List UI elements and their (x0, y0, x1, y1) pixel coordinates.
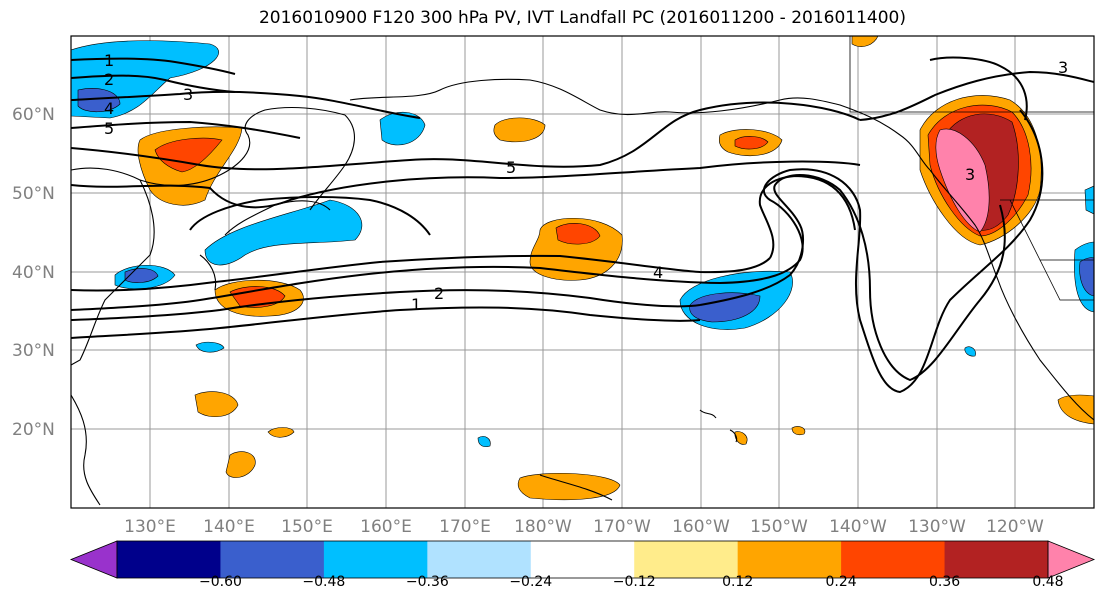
contour-label: 2 (104, 70, 114, 89)
positive-anomaly-shading (137, 36, 1094, 501)
contour-label: 4 (653, 263, 663, 282)
contour-label: 1 (411, 295, 421, 314)
pv-contours (71, 56, 1094, 394)
colorbar-segment (530, 541, 635, 578)
colorbar-tick-label: 0.36 (929, 574, 960, 590)
contour-labels: 1 2 3 4 5 3 5 4 2 1 3 (104, 51, 1068, 314)
colorbar (69, 540, 1096, 579)
lon-label: 180°W (514, 517, 572, 537)
contour-label: 3 (1058, 58, 1068, 77)
colorbar-tick-label: −0.60 (199, 574, 242, 590)
colorbar-extend-max (1047, 540, 1096, 579)
lat-label: 60°N (12, 105, 55, 125)
longitude-labels: 130°E 140°E 150°E 160°E 170°E 180°W 170°… (124, 517, 1044, 537)
lat-label: 20°N (12, 420, 55, 440)
colorbar-tick-label: −0.36 (406, 574, 449, 590)
lon-label: 130°E (124, 517, 176, 537)
colorbar-extend-min (69, 540, 118, 579)
latitude-labels: 60°N 50°N 40°N 30°N 20°N (12, 105, 55, 440)
lon-label: 150°W (750, 517, 808, 537)
colorbar-tick-label: 0.24 (826, 574, 857, 590)
contour-label: 5 (104, 119, 114, 138)
lon-label: 140°E (203, 517, 255, 537)
colorbar-segment (841, 541, 946, 578)
map-border (70, 35, 1095, 509)
lon-label: 140°W (829, 517, 887, 537)
lon-label: 160°E (360, 517, 412, 537)
lat-label: 50°N (12, 184, 55, 204)
contour-label: 3 (965, 165, 975, 184)
colorbar-tick-labels: −0.60 −0.48 −0.36 −0.24 −0.12 0.12 0.24 0.36 0.4… (199, 574, 1064, 590)
colorbar-tick-label: −0.12 (613, 574, 656, 590)
colorbar-segment (427, 541, 532, 578)
lon-label: 170°E (439, 517, 491, 537)
lon-label: 130°W (908, 517, 966, 537)
colorbar-tick-label: −0.48 (302, 574, 345, 590)
colorbar-segment (220, 541, 325, 578)
colorbar-segment (737, 541, 842, 578)
colorbar-outline (116, 540, 1049, 579)
colorbar-segment (944, 541, 1049, 578)
lon-label: 160°W (672, 517, 730, 537)
lat-label: 30°N (12, 341, 55, 361)
colorbar-tick-label: 0.48 (1032, 574, 1063, 590)
borders (849, 36, 1094, 301)
lon-label: 120°W (986, 517, 1044, 537)
contour-label: 4 (104, 99, 114, 118)
colorbar-tick-label: −0.24 (509, 574, 552, 590)
lat-label: 40°N (12, 263, 55, 283)
lon-label: 150°E (281, 517, 333, 537)
contour-label: 1 (104, 51, 114, 70)
contour-label: 2 (434, 284, 444, 303)
colorbar-tick-label: 0.12 (722, 574, 753, 590)
map-title: 2016010900 F120 300 hPa PV, IVT Landfall… (258, 8, 906, 28)
colorbar-segment (634, 541, 739, 578)
colorbar-segment (117, 541, 221, 578)
lon-label: 170°W (593, 517, 651, 537)
contour-label: 3 (183, 85, 193, 104)
colorbar-segment (323, 541, 428, 578)
contour-label: 5 (506, 158, 516, 177)
coastlines (71, 78, 1094, 506)
